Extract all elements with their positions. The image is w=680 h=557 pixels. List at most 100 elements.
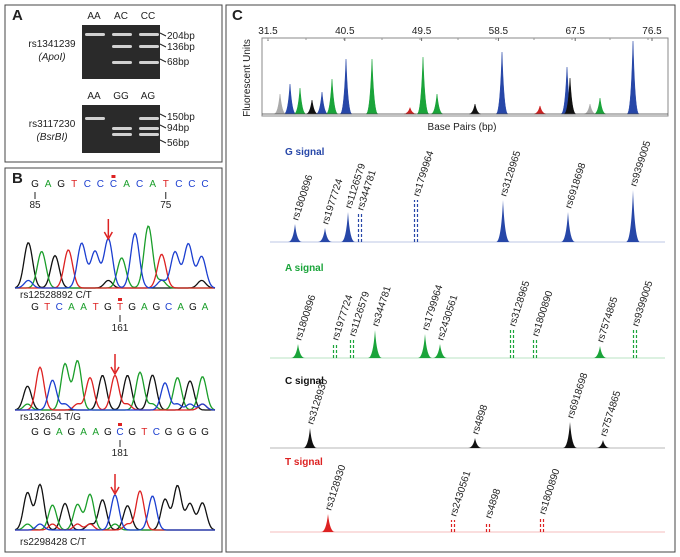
base-letter: G — [165, 427, 173, 438]
snp-label: rs3128965 — [507, 279, 532, 328]
base-letter: T — [117, 302, 123, 313]
x-tick-label: 40.5 — [335, 26, 355, 37]
size-label: 204bp — [167, 31, 195, 42]
base-letter: C — [201, 179, 208, 190]
size-tick — [159, 32, 167, 37]
base-letter: G — [128, 427, 136, 438]
signal-name: G signal — [285, 147, 325, 158]
size-label: 56bp — [167, 138, 190, 149]
y-axis-label: Fluorescent Units — [242, 39, 253, 117]
signal-name: C signal — [285, 376, 324, 387]
base-letter: G — [31, 302, 39, 313]
overview-peak — [273, 93, 287, 115]
overview-peak — [563, 77, 577, 115]
peak — [368, 330, 382, 358]
panel-label: A — [12, 7, 23, 24]
size-label: 68bp — [167, 57, 190, 68]
x-axis-label: Base Pairs (bp) — [428, 122, 497, 133]
peak — [418, 334, 432, 358]
base-letter: A — [80, 302, 87, 313]
snp-marker — [111, 175, 116, 178]
overview-peak — [626, 40, 640, 115]
size-tick — [159, 43, 167, 48]
overview-peak — [365, 58, 379, 115]
base-letter: C — [136, 179, 143, 190]
overview-peak — [583, 103, 597, 115]
position-label: 181 — [112, 448, 129, 459]
band — [112, 61, 132, 64]
snp-marker — [118, 298, 122, 301]
position-label: 85 — [29, 200, 41, 211]
position-label: 75 — [160, 200, 172, 211]
band — [112, 127, 132, 130]
peak — [593, 346, 607, 358]
base-letter: A — [123, 179, 130, 190]
base-letter: T — [93, 302, 99, 313]
size-label: 94bp — [167, 123, 190, 134]
snp-label: rs1977724 — [320, 177, 345, 226]
chromatogram-trace — [14, 241, 216, 289]
overview-peak — [293, 87, 307, 115]
base-letter: C — [84, 179, 91, 190]
snp-label: rs6918698 — [565, 371, 590, 420]
base-letter: A — [141, 302, 148, 313]
snp-label: rs132654 T/G — [20, 412, 81, 423]
overview-peak — [416, 56, 430, 115]
snp-label: rs3128965 — [498, 149, 523, 198]
band — [139, 127, 159, 130]
peak — [291, 344, 305, 358]
base-letter: A — [56, 427, 63, 438]
base-letter: T — [141, 427, 147, 438]
snp-label: rs1799964 — [411, 149, 436, 198]
band — [85, 33, 105, 36]
snp-label: rs1341239 — [28, 39, 76, 50]
overview-peak — [495, 51, 509, 115]
snp-label: rs12528892 C/T — [20, 290, 92, 301]
panel-b-frame — [4, 167, 223, 553]
signal-name: T signal — [285, 457, 323, 468]
snp-label: rs3117230 — [29, 119, 76, 130]
chromatogram-trace — [14, 232, 216, 289]
base-letter: G — [201, 427, 209, 438]
peak — [563, 422, 577, 448]
arrow-head — [103, 231, 113, 241]
x-tick-label: 76.5 — [642, 26, 662, 37]
size-label: 136bp — [167, 42, 195, 53]
base-letter: C — [165, 302, 172, 313]
panel-label: C — [232, 7, 243, 24]
peak — [303, 428, 317, 448]
size-tick — [159, 58, 167, 63]
peak — [626, 190, 640, 242]
base-letter: G — [128, 302, 136, 313]
base-letter: C — [110, 179, 117, 190]
panel-a-frame — [4, 4, 223, 163]
base-letter: G — [31, 427, 39, 438]
base-letter: G — [177, 427, 185, 438]
peak — [596, 440, 610, 448]
snp-label: rs344781 — [370, 284, 393, 327]
snp-label: rs6918698 — [563, 161, 588, 210]
overview-peak — [315, 91, 329, 115]
lane-label: AC — [114, 11, 128, 22]
snp-label: rs4898 — [483, 487, 503, 520]
base-letter: G — [57, 179, 65, 190]
base-letter: G — [43, 427, 51, 438]
enzyme-label: (ApoI) — [38, 52, 65, 63]
peak — [468, 438, 482, 448]
base-letter: T — [71, 179, 77, 190]
band — [139, 61, 159, 64]
x-tick-label: 58.5 — [489, 26, 509, 37]
base-letter: A — [45, 179, 52, 190]
base-letter: C — [116, 427, 123, 438]
panel-label: B — [12, 170, 23, 187]
snp-label: rs7574865 — [595, 295, 620, 344]
lane-label: CC — [141, 11, 155, 22]
band — [139, 133, 159, 136]
overview-peak — [533, 105, 547, 115]
x-tick-label: 49.5 — [412, 26, 432, 37]
base-letter: G — [68, 427, 76, 438]
overview-peak — [305, 99, 319, 115]
base-letter: A — [149, 179, 156, 190]
base-letter: T — [44, 302, 50, 313]
size-tick — [159, 139, 167, 144]
